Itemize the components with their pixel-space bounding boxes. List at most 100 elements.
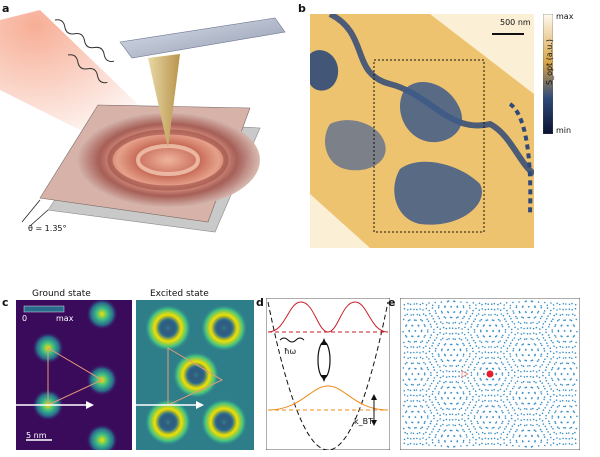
lattice-atom <box>434 396 437 398</box>
lattice-atom <box>513 423 516 425</box>
lattice-atom <box>537 349 540 352</box>
lattice-atom <box>412 362 414 364</box>
lattice-atom <box>541 430 543 433</box>
lattice-atom <box>520 327 522 329</box>
lattice-atom <box>449 429 452 432</box>
lattice-atom <box>435 337 438 339</box>
lattice-atom <box>476 383 478 385</box>
lattice-atom <box>408 329 410 332</box>
lattice-atom <box>546 307 549 309</box>
lattice-atom <box>510 428 512 431</box>
lattice-atom <box>558 379 560 381</box>
lattice-atom <box>484 351 487 353</box>
colorbar-c <box>23 305 65 313</box>
lattice-atom <box>543 312 545 314</box>
lattice-atom <box>496 383 498 386</box>
lattice-atom <box>534 392 536 395</box>
lattice-atom <box>481 389 483 392</box>
lattice-atom <box>563 416 566 418</box>
lattice-atom <box>402 379 405 381</box>
lattice-atom <box>403 442 406 445</box>
lattice-atom <box>453 435 456 437</box>
lattice-atom <box>533 403 536 405</box>
lattice-atom <box>512 396 514 398</box>
lattice-atom <box>525 338 528 340</box>
ring-pattern <box>76 112 260 208</box>
lattice-atom <box>452 424 454 426</box>
lattice-atom <box>493 437 496 440</box>
lattice-atom <box>562 394 564 397</box>
ground-state-map <box>16 300 132 450</box>
lattice-atom <box>491 389 493 392</box>
lattice-atom <box>402 427 405 430</box>
lattice-atom <box>531 387 534 389</box>
lattice-atom <box>552 428 554 430</box>
lattice-atom <box>519 408 522 411</box>
lattice-atom <box>555 433 558 435</box>
lattice-atom <box>419 352 421 354</box>
lattice-atom <box>504 417 507 419</box>
lattice-atom <box>434 350 437 352</box>
lattice-atom <box>450 354 452 356</box>
lattice-atom <box>568 442 571 445</box>
lattice-atom <box>518 435 521 438</box>
lattice-atom <box>427 406 430 409</box>
lattice-atom <box>423 384 425 387</box>
lattice-atom <box>450 343 453 346</box>
lattice-atom <box>497 427 500 430</box>
lattice-atom <box>455 332 457 335</box>
lattice-atom <box>565 394 567 397</box>
lattice-atom <box>562 303 565 305</box>
lattice-atom <box>462 441 465 443</box>
lattice-atom <box>406 361 408 364</box>
lattice-atom <box>413 389 416 391</box>
lattice-atom <box>515 353 518 356</box>
lattice-atom <box>573 334 576 337</box>
lattice-atom <box>409 405 411 407</box>
lattice-atom <box>405 410 408 412</box>
lattice-atom <box>515 392 518 395</box>
lattice-atom <box>448 375 451 378</box>
lattice-atom <box>433 320 436 323</box>
lattice-atom <box>547 382 550 385</box>
lattice-atom <box>542 385 545 388</box>
lattice-atom <box>491 443 493 445</box>
lattice-atom <box>443 402 446 404</box>
lattice-atom <box>437 306 440 309</box>
lattice-atom <box>513 409 516 411</box>
lattice-atom <box>448 327 451 329</box>
lattice-atom <box>540 391 542 393</box>
lattice-atom <box>419 303 422 306</box>
lattice-atom <box>479 320 481 322</box>
lattice-atom <box>475 352 477 355</box>
lattice-atom <box>502 411 504 414</box>
lattice-atom <box>403 390 405 392</box>
lattice-atom <box>512 434 515 436</box>
lattice-atom <box>416 384 419 386</box>
lattice-atom <box>532 332 535 334</box>
lattice-atom <box>565 346 568 348</box>
lattice-atom <box>553 314 555 317</box>
lattice-atom <box>496 400 499 403</box>
lattice-atom <box>496 362 498 365</box>
lattice-atom <box>500 395 502 398</box>
lattice-atom <box>410 394 412 397</box>
lattice-atom <box>405 372 407 375</box>
lattice-atom <box>422 351 424 353</box>
lattice-atom <box>518 349 521 352</box>
lattice-atom <box>423 324 426 326</box>
lattice-atom <box>509 439 511 441</box>
lattice-atom <box>407 302 409 305</box>
lattice-atom <box>546 441 549 444</box>
lattice-atom <box>460 445 462 447</box>
lattice-atom <box>451 381 453 383</box>
lattice-atom <box>502 314 505 317</box>
lattice-atom <box>403 356 405 358</box>
lattice-atom <box>491 378 494 381</box>
lattice-atom <box>572 384 574 387</box>
lattice-atom <box>446 445 449 448</box>
lattice-atom <box>406 313 408 316</box>
lattice-atom <box>575 404 577 407</box>
lattice-atom <box>458 371 460 373</box>
lattice-atom <box>437 439 440 442</box>
